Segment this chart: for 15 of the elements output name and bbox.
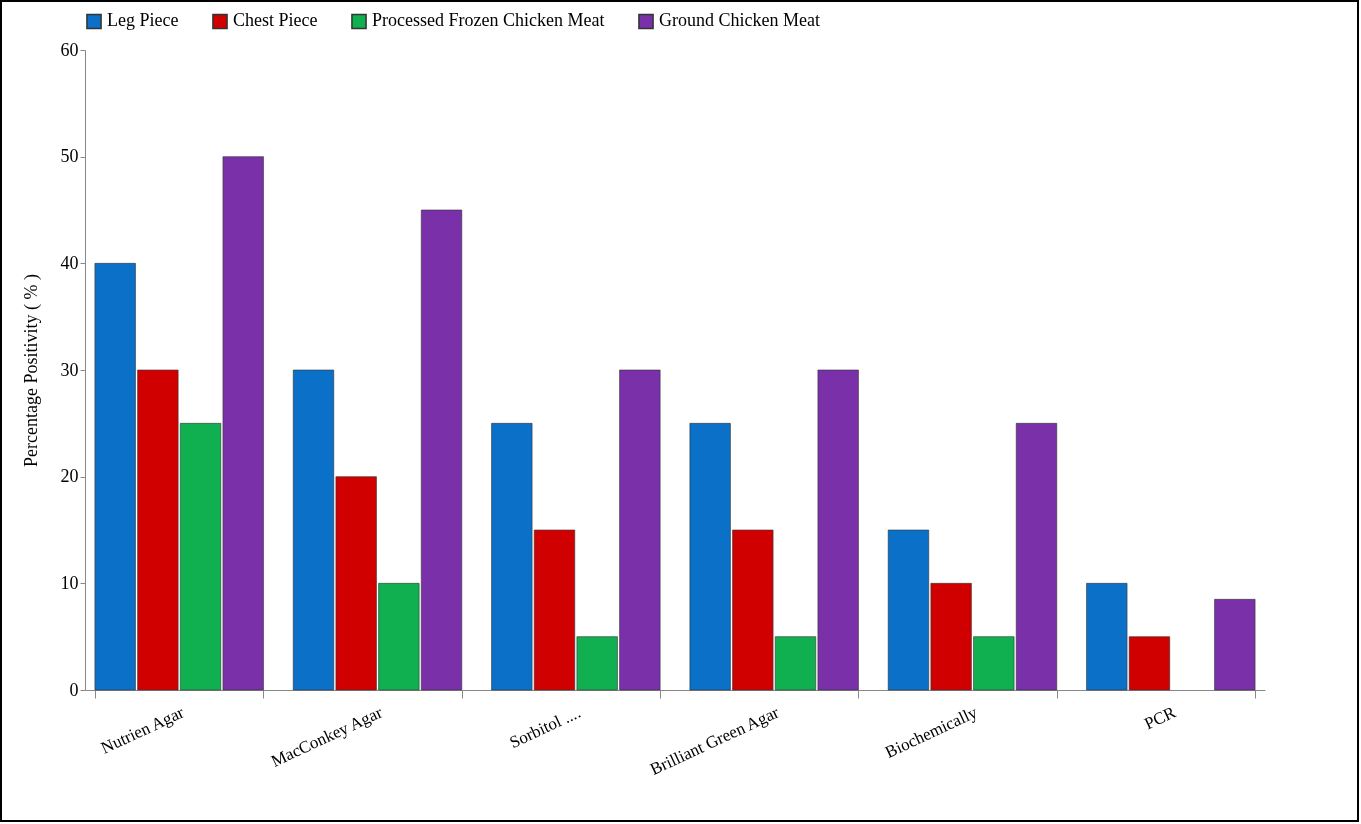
y-tick-label: 50 xyxy=(60,146,79,167)
legend-label: Leg Piece xyxy=(107,10,179,31)
y-tick-label: 20 xyxy=(60,466,79,487)
y-tick-label: 0 xyxy=(69,679,79,700)
y-tick-label: 10 xyxy=(60,572,79,593)
y-tick-label: 30 xyxy=(60,359,79,380)
x-tick-label: Nutrien Agar xyxy=(97,702,188,758)
y-tick-label: 60 xyxy=(60,39,79,60)
x-tick-label: PCR xyxy=(1141,702,1180,734)
y-axis-title: Percentage Positivity ( % ) xyxy=(20,274,42,467)
y-tick-label: 40 xyxy=(60,252,79,273)
legend-label: Chest Piece xyxy=(233,10,318,31)
legend-label: Processed Frozen Chicken Meat xyxy=(372,10,605,31)
bar xyxy=(1214,599,1256,691)
legend-label: Ground Chicken Meat xyxy=(659,10,820,31)
